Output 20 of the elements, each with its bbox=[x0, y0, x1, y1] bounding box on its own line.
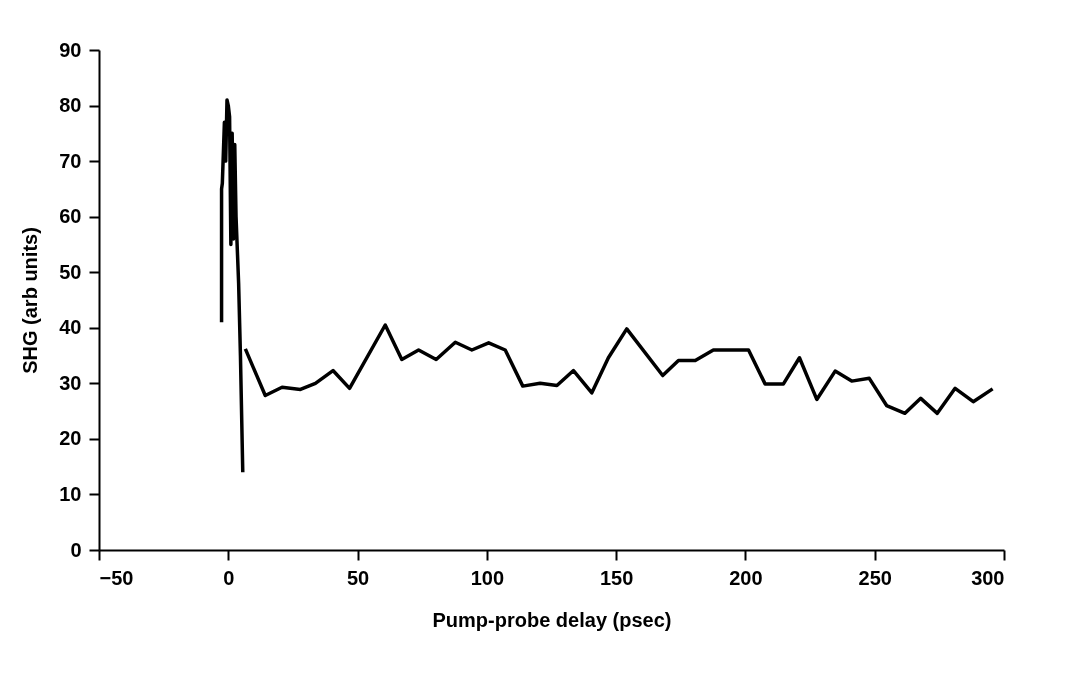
y-tick-label: 30 bbox=[59, 371, 82, 394]
x-tick-label: 250 bbox=[858, 566, 892, 589]
x-tick-label: 150 bbox=[599, 566, 634, 589]
y-tick-label: 10 bbox=[59, 482, 82, 505]
x-tick-label: −50 bbox=[99, 566, 134, 589]
y-tick-label: 70 bbox=[59, 149, 82, 172]
y-tick-label: 60 bbox=[59, 205, 82, 228]
x-tick-label: 300 bbox=[971, 566, 1005, 589]
y-tick-label: 0 bbox=[70, 538, 82, 561]
y-tick-label: 50 bbox=[59, 260, 82, 283]
y-tick-label: 90 bbox=[59, 38, 82, 61]
x-tick-label: 50 bbox=[346, 566, 370, 589]
y-tick-label: 40 bbox=[59, 316, 82, 339]
x-tick-label: 0 bbox=[223, 566, 235, 589]
y-tick-label: 80 bbox=[59, 94, 82, 117]
x-tick-label: 100 bbox=[470, 566, 505, 589]
x-axis-title: Pump-probe delay (psec) bbox=[432, 608, 672, 631]
x-tick-label: 200 bbox=[729, 566, 763, 589]
y-axis-title: SHG (arb units) bbox=[19, 227, 42, 374]
y-tick-label: 20 bbox=[59, 427, 82, 450]
